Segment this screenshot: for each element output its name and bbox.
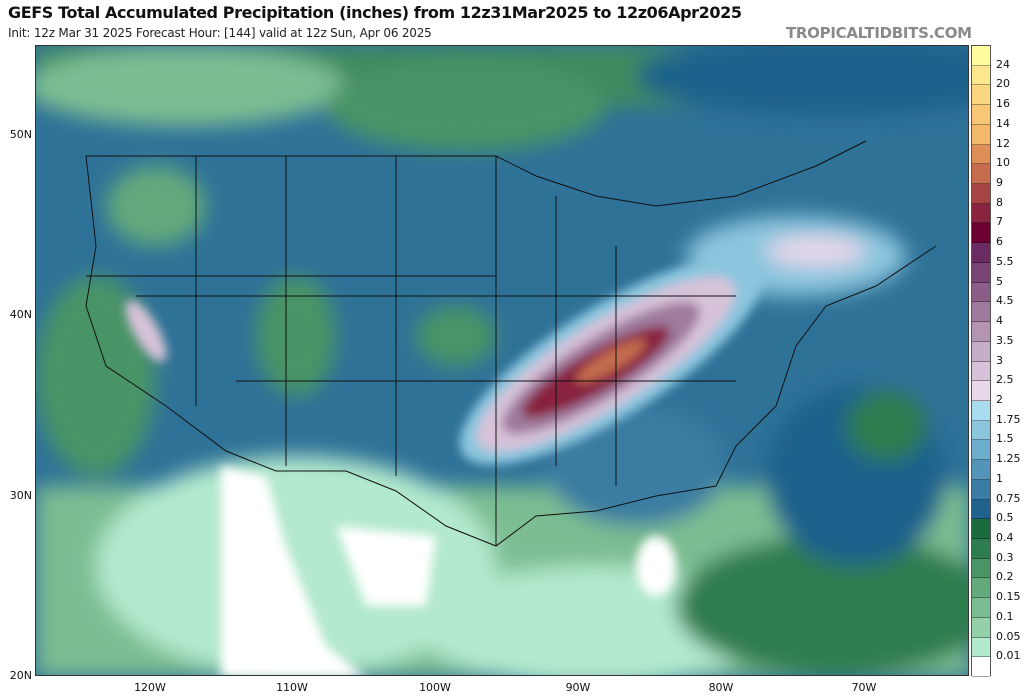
colorbar-segment bbox=[972, 223, 990, 244]
colorbar-segment bbox=[972, 381, 990, 401]
colorbar-label: 8 bbox=[996, 195, 1003, 209]
lat-label-30n: 30N bbox=[9, 489, 32, 502]
colorbar-label: 5.5 bbox=[996, 254, 1014, 268]
colorbar-segment bbox=[972, 124, 990, 145]
lon-label-110w: 110W bbox=[276, 681, 308, 694]
colorbar-segment bbox=[972, 322, 990, 342]
colorbar-label: 9 bbox=[996, 176, 1003, 190]
colorbar-label: 0.2 bbox=[996, 570, 1014, 584]
colorbar-label: 0.3 bbox=[996, 550, 1014, 564]
lat-label-20n: 20N bbox=[9, 669, 32, 682]
lon-label-80w: 80W bbox=[708, 681, 734, 694]
colorbar-label: 3 bbox=[996, 353, 1003, 367]
lat-label-40n: 40N bbox=[9, 308, 32, 321]
colorbar-label: 6 bbox=[996, 235, 1003, 249]
colorbar-label: 1 bbox=[996, 471, 1003, 485]
colorbar-segment bbox=[972, 302, 990, 323]
colorbar-segment bbox=[972, 637, 990, 658]
colorbar-segment bbox=[972, 105, 990, 125]
colorbar-label: 20 bbox=[996, 77, 1010, 91]
colorbar-segment bbox=[972, 203, 990, 224]
colorbar-label: 2 bbox=[996, 392, 1003, 406]
colorbar-segment bbox=[972, 341, 990, 362]
colorbar-label: 4 bbox=[996, 314, 1003, 328]
heavy-rain-band bbox=[125, 257, 763, 465]
colorbar-segment bbox=[972, 420, 990, 441]
precip-shading bbox=[36, 46, 968, 675]
colorbar-label: 5 bbox=[996, 274, 1003, 288]
colorbar-label: 4.5 bbox=[996, 294, 1014, 308]
colorbar-segment bbox=[972, 598, 990, 618]
colorbar-segment bbox=[972, 184, 990, 204]
colorbar-segment bbox=[972, 558, 990, 579]
colorbar-label: 1.5 bbox=[996, 432, 1014, 446]
colorbar-segment bbox=[972, 440, 990, 461]
colorbar-label: 16 bbox=[996, 97, 1010, 111]
colorbar-segment bbox=[972, 65, 990, 86]
colorbar-label: 14 bbox=[996, 116, 1010, 130]
colorbar-segment bbox=[972, 282, 990, 303]
colorbar-segment bbox=[972, 262, 990, 283]
colorbar-label: 1.75 bbox=[996, 412, 1021, 426]
colorbar-segment bbox=[972, 361, 990, 382]
watermark: TROPICALTIDBITS.COM bbox=[786, 24, 972, 42]
map-subtitle: Init: 12z Mar 31 2025 Forecast Hour: [14… bbox=[8, 26, 432, 40]
colorbar-label: 10 bbox=[996, 156, 1010, 170]
colorbar-label: 12 bbox=[996, 136, 1010, 150]
dry-areas bbox=[221, 466, 676, 675]
colorbar-label: 0.15 bbox=[996, 590, 1021, 604]
colorbar-segment bbox=[972, 85, 990, 106]
colorbar bbox=[971, 45, 991, 677]
colorbar-segment bbox=[972, 499, 990, 520]
colorbar-label: 0.75 bbox=[996, 491, 1021, 505]
colorbar-label: 1.25 bbox=[996, 452, 1021, 466]
colorbar-segment bbox=[972, 479, 990, 500]
colorbar-label: 7 bbox=[996, 215, 1003, 229]
colorbar-segment bbox=[972, 460, 990, 480]
colorbar-segment bbox=[972, 519, 990, 539]
precipitation-map bbox=[35, 45, 969, 676]
colorbar-segment bbox=[972, 164, 990, 185]
lon-label-120w: 120W bbox=[134, 681, 166, 694]
colorbar-label: 0.5 bbox=[996, 511, 1014, 525]
colorbar-label: 0.4 bbox=[996, 530, 1014, 544]
lon-label-90w: 90W bbox=[565, 681, 591, 694]
colorbar-segment bbox=[972, 46, 990, 66]
colorbar-label: 0.05 bbox=[996, 629, 1021, 643]
lon-label-100w: 100W bbox=[419, 681, 451, 694]
colorbar-segment bbox=[972, 617, 990, 638]
colorbar-segment bbox=[972, 578, 990, 599]
lon-label-70w: 70W bbox=[851, 681, 877, 694]
colorbar-segment bbox=[972, 657, 990, 677]
colorbar-label: 0.1 bbox=[996, 609, 1014, 623]
colorbar-segment bbox=[972, 144, 990, 165]
lat-label-50n: 50N bbox=[9, 128, 32, 141]
colorbar-segment bbox=[972, 400, 990, 421]
borders bbox=[85, 140, 937, 547]
colorbar-label: 2.5 bbox=[996, 373, 1014, 387]
colorbar-segment bbox=[972, 538, 990, 559]
map-title: GEFS Total Accumulated Precipitation (in… bbox=[8, 3, 742, 22]
colorbar-label: 0.01 bbox=[996, 649, 1021, 663]
colorbar-label: 3.5 bbox=[996, 333, 1014, 347]
colorbar-segment bbox=[972, 243, 990, 263]
precipitation-field bbox=[36, 46, 968, 675]
colorbar-label: 24 bbox=[996, 57, 1010, 71]
